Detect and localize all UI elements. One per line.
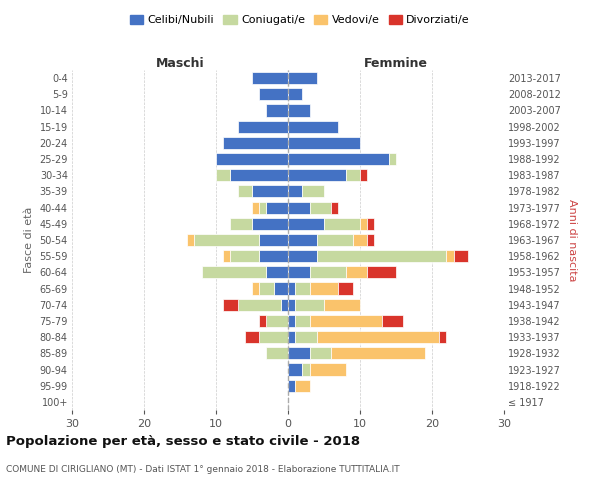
Bar: [202, 266, 266, 278]
Bar: [230, 250, 259, 262]
Bar: [317, 331, 439, 343]
Bar: [194, 234, 259, 246]
Bar: [288, 186, 302, 198]
Bar: [288, 282, 295, 294]
Bar: [295, 315, 310, 327]
Bar: [389, 153, 396, 165]
Bar: [346, 169, 360, 181]
Bar: [238, 120, 288, 132]
Bar: [288, 153, 389, 165]
Bar: [216, 153, 288, 165]
Bar: [288, 218, 324, 230]
Bar: [331, 348, 425, 360]
Bar: [238, 186, 252, 198]
Text: Maschi: Maschi: [155, 57, 205, 70]
Bar: [259, 88, 288, 101]
Bar: [382, 315, 403, 327]
Text: COMUNE DI CIRIGLIANO (MT) - Dati ISTAT 1° gennaio 2018 - Elaborazione TUTTITALIA: COMUNE DI CIRIGLIANO (MT) - Dati ISTAT 1…: [6, 465, 400, 474]
Bar: [439, 331, 446, 343]
Bar: [324, 298, 360, 311]
Bar: [317, 250, 446, 262]
Bar: [346, 266, 367, 278]
Y-axis label: Fasce di età: Fasce di età: [24, 207, 34, 273]
Bar: [288, 88, 302, 101]
Bar: [310, 348, 331, 360]
Bar: [288, 250, 317, 262]
Bar: [295, 380, 310, 392]
Bar: [223, 250, 230, 262]
Bar: [288, 315, 295, 327]
Bar: [288, 137, 360, 149]
Bar: [360, 169, 367, 181]
Legend: Celibi/Nubili, Coniugati/e, Vedovi/e, Divorziati/e: Celibi/Nubili, Coniugati/e, Vedovi/e, Di…: [125, 10, 475, 30]
Bar: [187, 234, 194, 246]
Bar: [302, 186, 324, 198]
Bar: [259, 250, 288, 262]
Bar: [295, 282, 310, 294]
Bar: [252, 218, 288, 230]
Bar: [230, 218, 252, 230]
Bar: [252, 202, 259, 213]
Bar: [288, 234, 317, 246]
Bar: [367, 218, 374, 230]
Text: Femmine: Femmine: [364, 57, 428, 70]
Bar: [216, 169, 230, 181]
Bar: [252, 186, 288, 198]
Bar: [266, 348, 288, 360]
Bar: [295, 298, 324, 311]
Bar: [288, 169, 346, 181]
Bar: [288, 364, 302, 376]
Bar: [295, 331, 317, 343]
Bar: [245, 331, 259, 343]
Bar: [353, 234, 367, 246]
Bar: [288, 266, 310, 278]
Bar: [446, 250, 454, 262]
Bar: [266, 266, 288, 278]
Bar: [259, 234, 288, 246]
Bar: [259, 282, 274, 294]
Bar: [310, 266, 346, 278]
Bar: [310, 364, 346, 376]
Bar: [252, 282, 259, 294]
Bar: [259, 202, 266, 213]
Y-axis label: Anni di nascita: Anni di nascita: [566, 198, 577, 281]
Bar: [302, 364, 310, 376]
Bar: [338, 282, 353, 294]
Bar: [317, 234, 353, 246]
Bar: [288, 104, 310, 117]
Bar: [288, 298, 295, 311]
Bar: [281, 298, 288, 311]
Bar: [288, 72, 317, 84]
Bar: [266, 104, 288, 117]
Bar: [266, 315, 288, 327]
Bar: [360, 218, 367, 230]
Bar: [367, 234, 374, 246]
Bar: [223, 137, 288, 149]
Bar: [324, 218, 360, 230]
Bar: [274, 282, 288, 294]
Text: Popolazione per età, sesso e stato civile - 2018: Popolazione per età, sesso e stato civil…: [6, 435, 360, 448]
Bar: [252, 72, 288, 84]
Bar: [310, 315, 382, 327]
Bar: [266, 202, 288, 213]
Bar: [367, 266, 396, 278]
Bar: [288, 348, 310, 360]
Bar: [223, 298, 238, 311]
Bar: [288, 380, 295, 392]
Bar: [310, 202, 331, 213]
Bar: [288, 120, 338, 132]
Bar: [331, 202, 338, 213]
Bar: [288, 202, 310, 213]
Bar: [454, 250, 468, 262]
Bar: [310, 282, 338, 294]
Bar: [288, 331, 295, 343]
Bar: [230, 169, 288, 181]
Bar: [259, 331, 288, 343]
Bar: [238, 298, 281, 311]
Bar: [259, 315, 266, 327]
